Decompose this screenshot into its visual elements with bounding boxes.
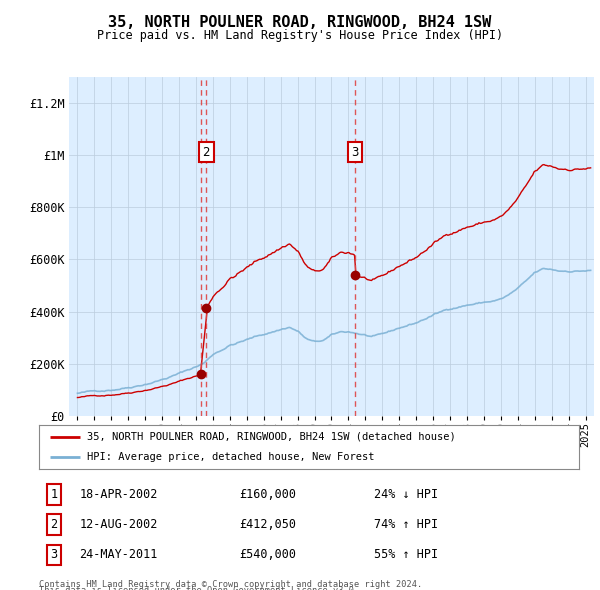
Text: 35, NORTH POULNER ROAD, RINGWOOD, BH24 1SW (detached house): 35, NORTH POULNER ROAD, RINGWOOD, BH24 1… bbox=[86, 432, 455, 442]
Text: This data is licensed under the Open Government Licence v3.0.: This data is licensed under the Open Gov… bbox=[39, 586, 359, 590]
Text: 55% ↑ HPI: 55% ↑ HPI bbox=[374, 548, 438, 561]
Text: 74% ↑ HPI: 74% ↑ HPI bbox=[374, 518, 438, 531]
Text: Contains HM Land Registry data © Crown copyright and database right 2024.: Contains HM Land Registry data © Crown c… bbox=[39, 580, 422, 589]
Text: £412,050: £412,050 bbox=[239, 518, 296, 531]
Text: 3: 3 bbox=[50, 548, 58, 561]
Text: 3: 3 bbox=[352, 146, 359, 159]
Text: £160,000: £160,000 bbox=[239, 488, 296, 501]
Text: £540,000: £540,000 bbox=[239, 548, 296, 561]
Text: 35, NORTH POULNER ROAD, RINGWOOD, BH24 1SW: 35, NORTH POULNER ROAD, RINGWOOD, BH24 1… bbox=[109, 15, 491, 30]
Text: 18-APR-2002: 18-APR-2002 bbox=[79, 488, 158, 501]
Text: 2: 2 bbox=[50, 518, 58, 531]
Text: 1: 1 bbox=[50, 488, 58, 501]
Text: 12-AUG-2002: 12-AUG-2002 bbox=[79, 518, 158, 531]
Text: 24% ↓ HPI: 24% ↓ HPI bbox=[374, 488, 438, 501]
Text: 24-MAY-2011: 24-MAY-2011 bbox=[79, 548, 158, 561]
Text: Price paid vs. HM Land Registry's House Price Index (HPI): Price paid vs. HM Land Registry's House … bbox=[97, 29, 503, 42]
Text: 2: 2 bbox=[203, 146, 210, 159]
Text: HPI: Average price, detached house, New Forest: HPI: Average price, detached house, New … bbox=[86, 452, 374, 462]
